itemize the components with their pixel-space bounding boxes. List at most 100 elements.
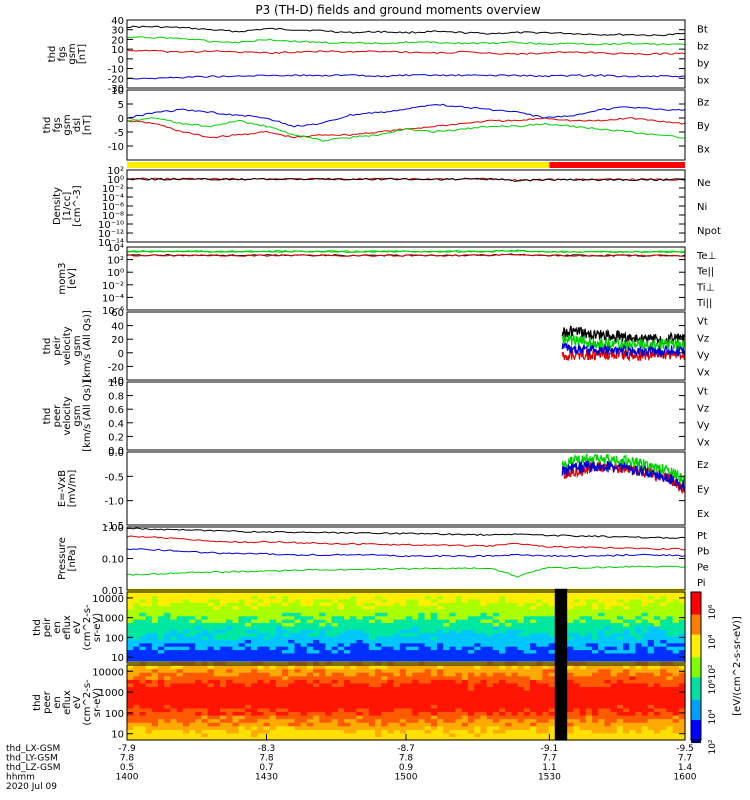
- heatmap-cell: [300, 704, 308, 709]
- heatmap-cell: [387, 595, 395, 600]
- heatmap-cell: [294, 598, 302, 603]
- heatmap-cell: [381, 653, 388, 657]
- heatmap-cell: [399, 615, 407, 620]
- heatmap-cell: [548, 686, 556, 691]
- heatmap-cell: [654, 622, 661, 627]
- heatmap-cell: [548, 711, 556, 716]
- heatmap-cell: [232, 642, 240, 647]
- heatmap-cell: [170, 665, 178, 670]
- heatmap-cell: [381, 656, 388, 661]
- heatmap-cell: [610, 725, 618, 730]
- heatmap-cell: [331, 592, 339, 596]
- heatmap-cell: [201, 686, 209, 691]
- heatmap-cell: [499, 711, 506, 716]
- heatmap-cell: [325, 619, 333, 624]
- heatmap-cell: [530, 649, 537, 654]
- heatmap-cell: [337, 690, 345, 695]
- heatmap-cell: [610, 661, 618, 666]
- heatmap-cell: [517, 672, 525, 677]
- heatmap-cell: [530, 700, 537, 705]
- panel-frame: [126, 19, 686, 89]
- heatmap-cell: [300, 690, 308, 695]
- heatmap-cell: [232, 639, 240, 644]
- heatmap-cell: [238, 708, 246, 713]
- heatmap-cell: [344, 715, 351, 720]
- heatmap-cell: [604, 715, 612, 720]
- heatmap-cell: [189, 697, 196, 702]
- heatmap-cell: [455, 592, 463, 596]
- heatmap-cell: [678, 588, 686, 593]
- heatmap-cell: [412, 686, 419, 691]
- heatmap-cell: [331, 715, 339, 720]
- heatmap-cell: [306, 629, 314, 634]
- heatmap-cell: [251, 605, 258, 610]
- heatmap-cell: [269, 736, 277, 741]
- heatmap-cell: [300, 588, 308, 593]
- series-line-Bt: [126, 25, 686, 37]
- heatmap-cell: [387, 697, 395, 702]
- heatmap-cell: [158, 605, 165, 610]
- heatmap-cell: [517, 675, 525, 680]
- heatmap-cell: [145, 592, 153, 596]
- heatmap-cell: [486, 679, 494, 684]
- heatmap-cell: [325, 629, 333, 634]
- heatmap-cell: [257, 602, 264, 607]
- heatmap-cell: [220, 622, 227, 627]
- heatmap-cell: [325, 683, 333, 688]
- heatmap-cell: [499, 646, 506, 651]
- heatmap-cell: [548, 615, 556, 620]
- heatmap-cell: [585, 708, 593, 713]
- heatmap-cell: [182, 715, 190, 720]
- heatmap-cell: [393, 598, 401, 603]
- heatmap-cell: [337, 646, 345, 651]
- heatmap-cell: [443, 708, 450, 713]
- heatmap-cell: [244, 690, 252, 695]
- heatmap-cell: [449, 665, 457, 670]
- heatmap-cell: [672, 595, 680, 600]
- heatmap-cell: [133, 704, 140, 709]
- heatmap-cell: [654, 693, 661, 698]
- heatmap-cell: [672, 612, 680, 617]
- heatmap-cell: [536, 639, 543, 644]
- heatmap-cell: [257, 636, 264, 640]
- heatmap-cell: [356, 715, 364, 720]
- heatmap-cell: [480, 683, 488, 688]
- heatmap-cell: [189, 715, 196, 720]
- heatmap-cell: [511, 609, 519, 613]
- heatmap-cell: [666, 722, 674, 727]
- heatmap-cell: [523, 598, 531, 603]
- heatmap-cell: [269, 722, 277, 727]
- heatmap-cell: [585, 715, 593, 720]
- heatmap-cell: [641, 629, 649, 634]
- heatmap-cell: [133, 679, 140, 684]
- heatmap-cell: [660, 649, 667, 654]
- heatmap-cell: [251, 619, 258, 624]
- heatmap-cell: [443, 661, 450, 666]
- heatmap-cell: [294, 629, 302, 634]
- heatmap-cell: [133, 656, 140, 661]
- heatmap-cell: [486, 668, 494, 673]
- heatmap-cell: [244, 686, 252, 691]
- heatmap-cell: [579, 704, 587, 709]
- heatmap-cell: [654, 665, 661, 670]
- heatmap-cell: [164, 622, 171, 627]
- heatmap-cell: [238, 722, 246, 727]
- heatmap-cell: [263, 722, 271, 727]
- heatmap-cell: [387, 736, 395, 741]
- heatmap-cell: [319, 588, 326, 593]
- heatmap-cell: [629, 686, 636, 691]
- heatmap-cell: [592, 656, 599, 661]
- heatmap-cell: [641, 700, 649, 705]
- heatmap-cell: [629, 675, 636, 680]
- heatmap-cell: [585, 736, 593, 741]
- heatmap-cell: [251, 665, 258, 670]
- heatmap-cell: [170, 700, 178, 705]
- heatmap-cell: [151, 592, 159, 596]
- heatmap-cell: [660, 708, 667, 713]
- heatmap-cell: [666, 708, 674, 713]
- heatmap-cell: [387, 729, 395, 734]
- heatmap-cell: [647, 642, 655, 647]
- heatmap-cell: [449, 649, 457, 654]
- heatmap-cell: [251, 642, 258, 647]
